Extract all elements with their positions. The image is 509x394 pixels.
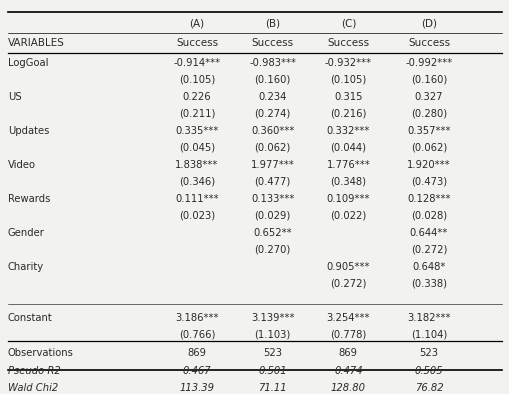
Text: (0.211): (0.211): [179, 109, 215, 119]
Text: Success: Success: [327, 38, 369, 48]
Text: (0.348): (0.348): [330, 177, 365, 187]
Text: (0.022): (0.022): [329, 211, 366, 221]
Text: Constant: Constant: [8, 313, 52, 323]
Text: -0.932***: -0.932***: [324, 58, 371, 68]
Text: -0.992***: -0.992***: [405, 58, 452, 68]
Text: 71.11: 71.11: [258, 383, 287, 394]
Text: Pseudo R2: Pseudo R2: [8, 366, 61, 375]
Text: (0.272): (0.272): [329, 279, 366, 289]
Text: 0.315: 0.315: [333, 91, 362, 102]
Text: 76.82: 76.82: [414, 383, 442, 394]
Text: 0.905***: 0.905***: [326, 262, 370, 271]
Text: LogGoal: LogGoal: [8, 58, 48, 68]
Text: Rewards: Rewards: [8, 193, 50, 204]
Text: 0.226: 0.226: [182, 91, 211, 102]
Text: (0.274): (0.274): [254, 109, 290, 119]
Text: (0.270): (0.270): [254, 245, 290, 255]
Text: Updates: Updates: [8, 126, 49, 136]
Text: (0.280): (0.280): [410, 109, 446, 119]
Text: 0.335***: 0.335***: [175, 126, 218, 136]
Text: (0.023): (0.023): [179, 211, 215, 221]
Text: Observations: Observations: [8, 348, 74, 358]
Text: 0.111***: 0.111***: [175, 193, 218, 204]
Text: (0.346): (0.346): [179, 177, 215, 187]
Text: 3.182***: 3.182***: [407, 313, 450, 323]
Text: 1.838***: 1.838***: [175, 160, 218, 169]
Text: (0.766): (0.766): [179, 330, 215, 340]
Text: 128.80: 128.80: [330, 383, 365, 394]
Text: (0.105): (0.105): [329, 74, 366, 85]
Text: 0.133***: 0.133***: [250, 193, 294, 204]
Text: 0.644**: 0.644**: [409, 228, 447, 238]
Text: (0.105): (0.105): [179, 74, 215, 85]
Text: (0.029): (0.029): [254, 211, 290, 221]
Text: (0.473): (0.473): [410, 177, 446, 187]
Text: US: US: [8, 91, 21, 102]
Text: (0.160): (0.160): [410, 74, 446, 85]
Text: (0.778): (0.778): [329, 330, 366, 340]
Text: (0.045): (0.045): [179, 143, 215, 152]
Text: 869: 869: [338, 348, 357, 358]
Text: (0.338): (0.338): [410, 279, 446, 289]
Text: (A): (A): [189, 19, 204, 28]
Text: (D): (D): [420, 19, 436, 28]
Text: 1.977***: 1.977***: [250, 160, 294, 169]
Text: (0.062): (0.062): [410, 143, 446, 152]
Text: (0.028): (0.028): [410, 211, 446, 221]
Text: 3.186***: 3.186***: [175, 313, 218, 323]
Text: 1.920***: 1.920***: [406, 160, 450, 169]
Text: 0.234: 0.234: [258, 91, 286, 102]
Text: (1.103): (1.103): [254, 330, 290, 340]
Text: 523: 523: [263, 348, 281, 358]
Text: 0.648*: 0.648*: [412, 262, 445, 271]
Text: 113.39: 113.39: [179, 383, 214, 394]
Text: 869: 869: [187, 348, 206, 358]
Text: 3.254***: 3.254***: [326, 313, 370, 323]
Text: 0.474: 0.474: [333, 366, 362, 375]
Text: 0.501: 0.501: [258, 366, 287, 375]
Text: (0.272): (0.272): [410, 245, 446, 255]
Text: Success: Success: [176, 38, 218, 48]
Text: (0.216): (0.216): [329, 109, 366, 119]
Text: Success: Success: [407, 38, 449, 48]
Text: (0.044): (0.044): [330, 143, 365, 152]
Text: -0.914***: -0.914***: [173, 58, 220, 68]
Text: (C): (C): [340, 19, 355, 28]
Text: 0.505: 0.505: [414, 366, 442, 375]
Text: 523: 523: [419, 348, 438, 358]
Text: 1.776***: 1.776***: [326, 160, 370, 169]
Text: (0.477): (0.477): [254, 177, 290, 187]
Text: (0.160): (0.160): [254, 74, 290, 85]
Text: Gender: Gender: [8, 228, 45, 238]
Text: 0.357***: 0.357***: [407, 126, 450, 136]
Text: -0.983***: -0.983***: [249, 58, 296, 68]
Text: 0.332***: 0.332***: [326, 126, 370, 136]
Text: VARIABLES: VARIABLES: [8, 38, 65, 48]
Text: 0.360***: 0.360***: [250, 126, 294, 136]
Text: Charity: Charity: [8, 262, 44, 271]
Text: 0.327: 0.327: [414, 91, 442, 102]
Text: (0.062): (0.062): [254, 143, 290, 152]
Text: 0.652**: 0.652**: [253, 228, 291, 238]
Text: (B): (B): [265, 19, 279, 28]
Text: 0.128***: 0.128***: [407, 193, 450, 204]
Text: 0.467: 0.467: [182, 366, 211, 375]
Text: Video: Video: [8, 160, 36, 169]
Text: 3.139***: 3.139***: [250, 313, 294, 323]
Text: 0.109***: 0.109***: [326, 193, 370, 204]
Text: Success: Success: [251, 38, 293, 48]
Text: Wald Chi2: Wald Chi2: [8, 383, 58, 394]
Text: (1.104): (1.104): [410, 330, 446, 340]
